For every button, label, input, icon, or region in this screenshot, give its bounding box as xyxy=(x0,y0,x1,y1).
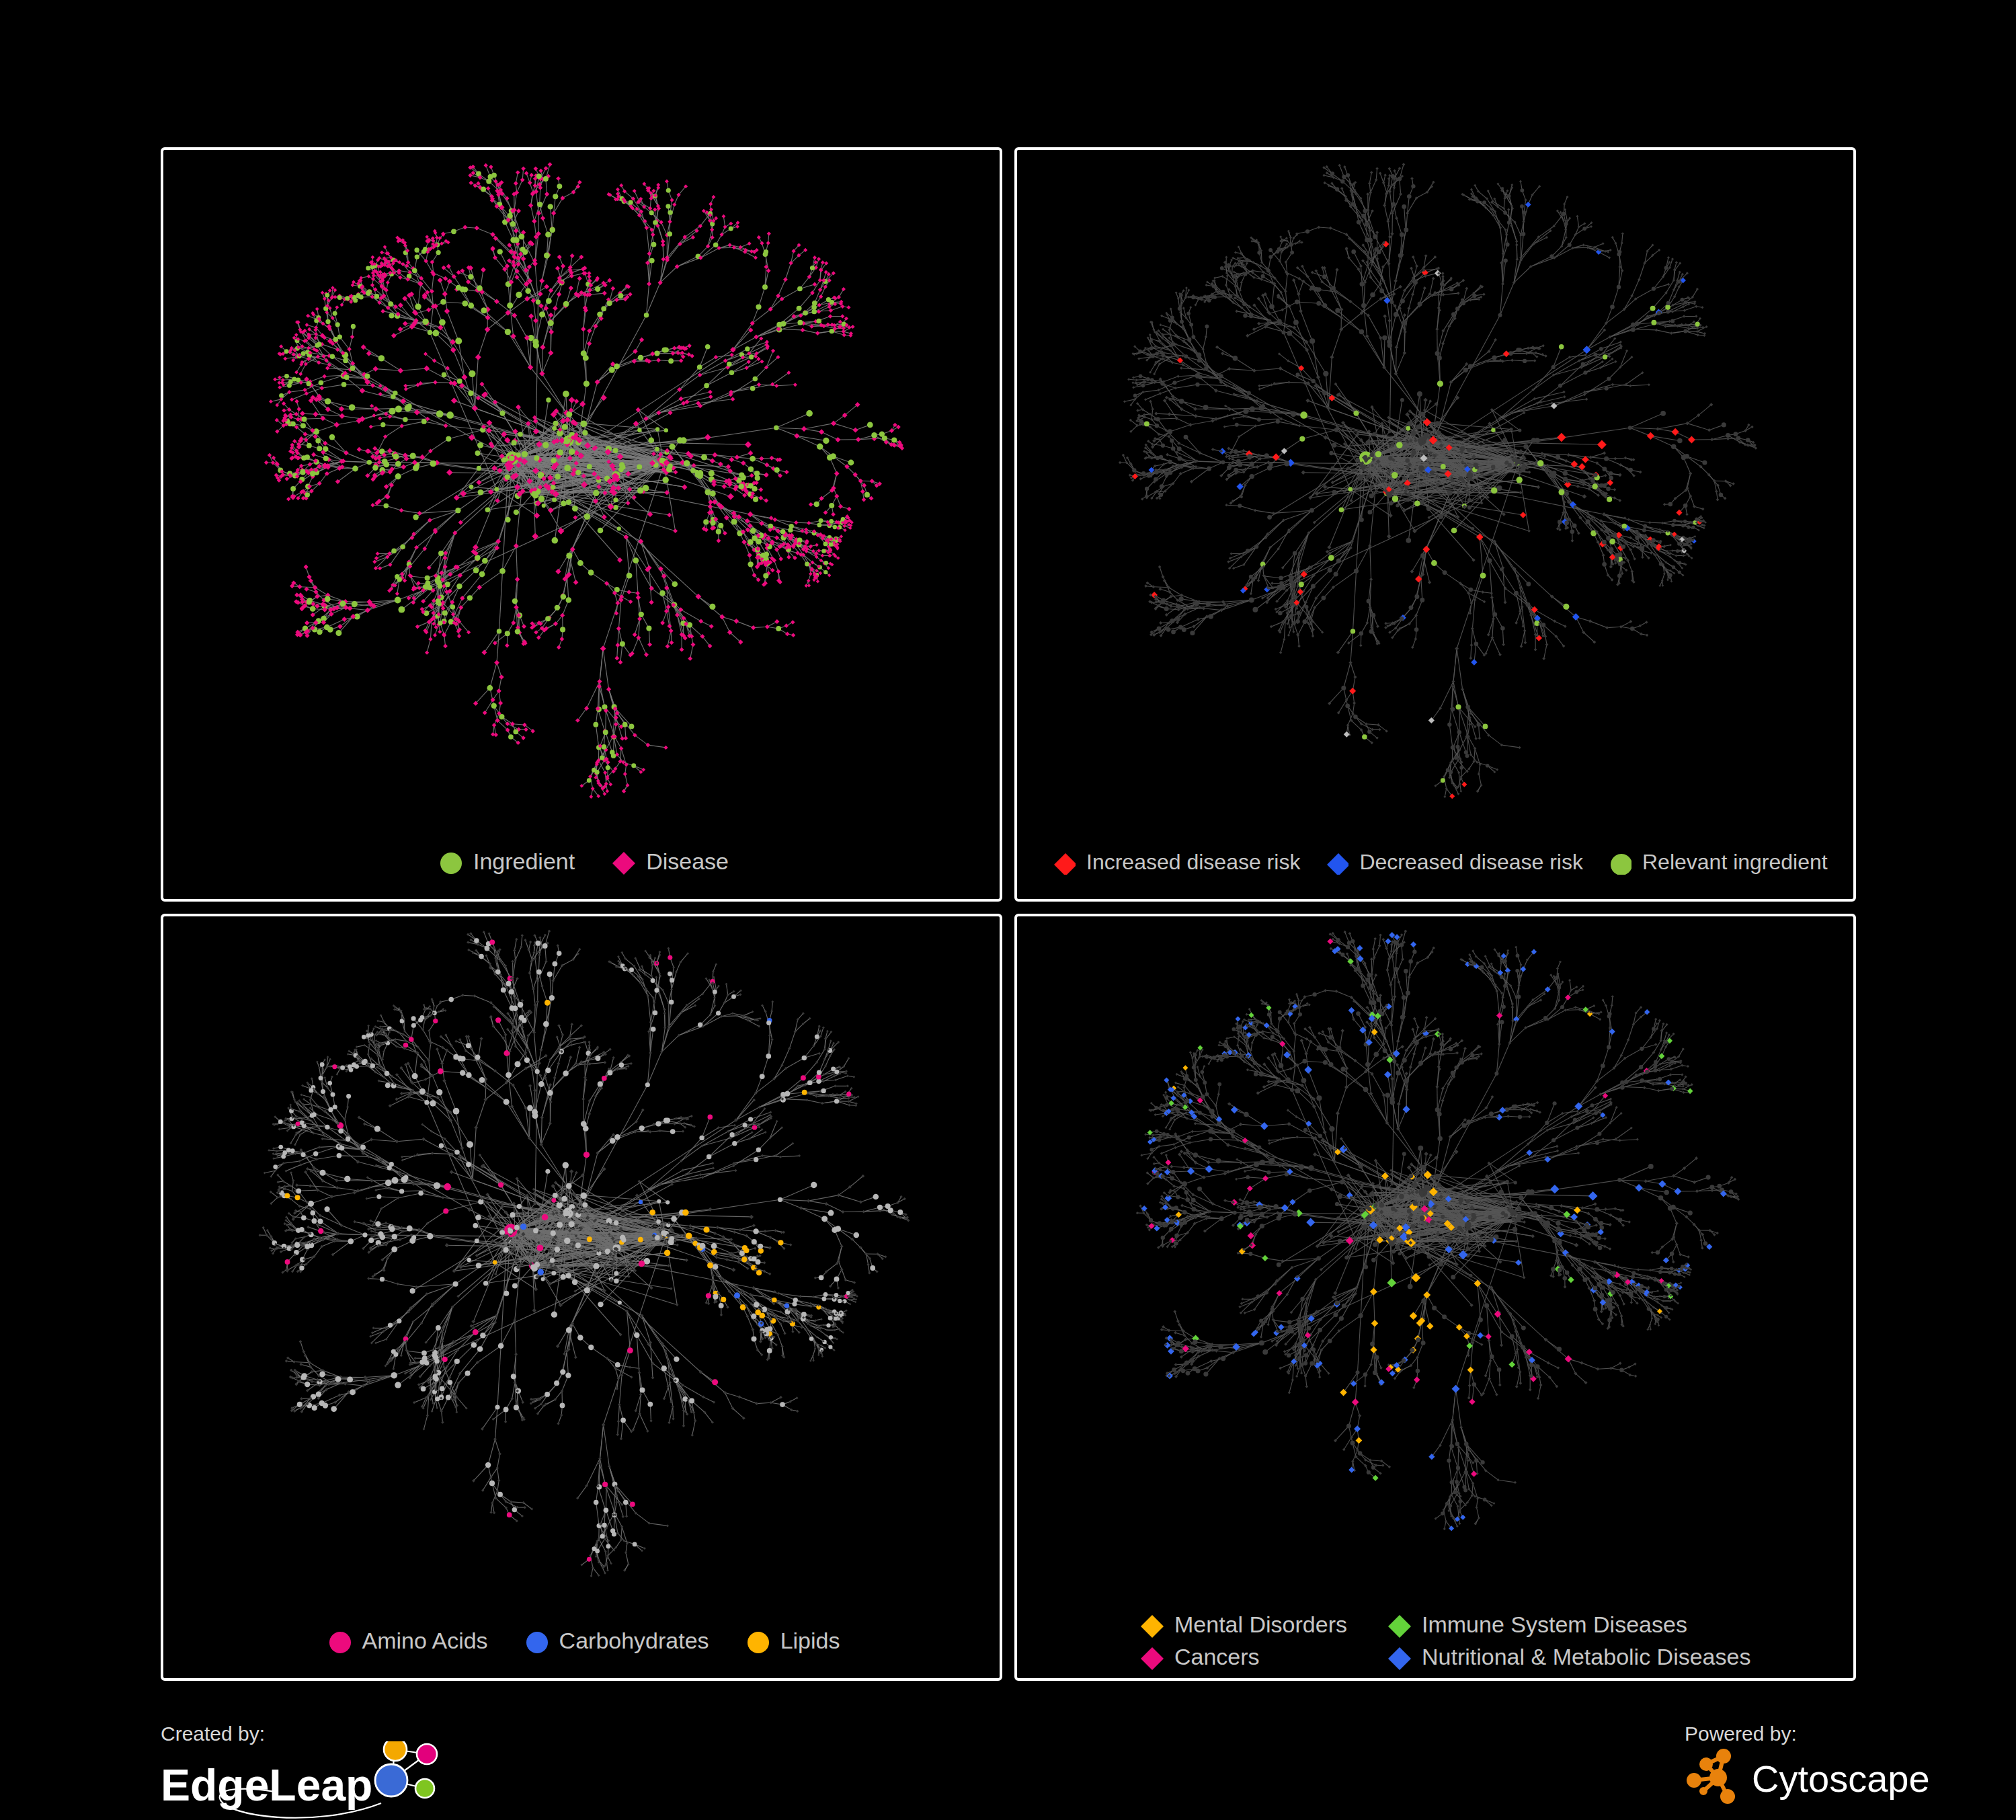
svg-text:EdgeLeap: EdgeLeap xyxy=(161,1760,372,1810)
svg-text:Cytoscape: Cytoscape xyxy=(1752,1757,1930,1800)
